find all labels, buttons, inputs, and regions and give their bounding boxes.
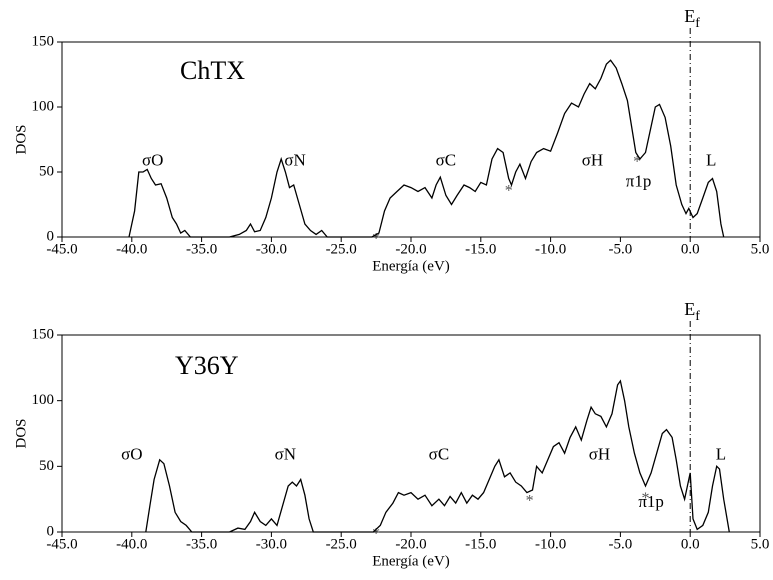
y-tick-label: 0 bbox=[47, 523, 55, 539]
peak-label: L bbox=[706, 151, 716, 170]
peak-label: σC bbox=[429, 445, 450, 464]
peak-label: σO bbox=[121, 445, 142, 464]
x-tick-label: -20.0 bbox=[395, 536, 426, 552]
peak-label: L bbox=[716, 445, 726, 464]
x-tick-label: -25.0 bbox=[326, 241, 357, 257]
x-tick-label: -35.0 bbox=[186, 241, 217, 257]
x-tick-label: -45.0 bbox=[46, 241, 77, 257]
peak-label: σN bbox=[284, 151, 305, 170]
x-tick-label: 0.0 bbox=[681, 241, 700, 257]
peak-label: σC bbox=[436, 151, 457, 170]
y-axis-label: DOS bbox=[13, 124, 29, 154]
x-tick-label: -10.0 bbox=[535, 536, 566, 552]
asterisk: * bbox=[505, 182, 513, 199]
x-tick-label: -10.0 bbox=[535, 241, 566, 257]
fermi-label-sub: f bbox=[695, 309, 700, 324]
x-tick-label: 0.0 bbox=[681, 536, 700, 552]
x-tick-label: 5.0 bbox=[751, 241, 770, 257]
x-tick-label: -40.0 bbox=[116, 241, 147, 257]
y-tick-label: 150 bbox=[32, 33, 55, 49]
x-tick-label: -25.0 bbox=[326, 536, 357, 552]
panel-title: ChTX bbox=[180, 56, 245, 85]
fermi-label: Ef bbox=[684, 299, 700, 324]
x-axis-label: Energía (eV) bbox=[372, 258, 450, 274]
y-tick-label: 150 bbox=[32, 326, 55, 342]
x-tick-label: -45.0 bbox=[46, 536, 77, 552]
y-tick-label: 100 bbox=[32, 98, 55, 114]
y-axis-label: DOS bbox=[13, 418, 29, 448]
x-tick-label: -30.0 bbox=[256, 241, 287, 257]
peak-label: σH bbox=[582, 151, 603, 170]
asterisk: * bbox=[633, 154, 641, 171]
peak-label: σO bbox=[142, 151, 163, 170]
peak-label: π1p bbox=[638, 492, 664, 511]
y-tick-label: 0 bbox=[47, 228, 55, 244]
asterisk: * bbox=[526, 493, 534, 510]
peak-label: σH bbox=[589, 445, 610, 464]
peak-label: π1p bbox=[626, 171, 652, 190]
x-axis-label: Energía (eV) bbox=[372, 553, 450, 569]
plot-frame bbox=[61, 41, 761, 238]
x-tick-label: 5.0 bbox=[751, 536, 770, 552]
x-tick-label: -40.0 bbox=[116, 536, 147, 552]
asterisk: * bbox=[372, 525, 380, 542]
y-tick-label: 50 bbox=[39, 163, 54, 179]
y-tick-label: 100 bbox=[32, 392, 55, 408]
y-tick-label: 50 bbox=[39, 458, 54, 474]
fermi-label-sub: f bbox=[695, 16, 700, 31]
x-tick-label: -5.0 bbox=[609, 536, 633, 552]
x-tick-label: -5.0 bbox=[609, 241, 633, 257]
panel-title: Y36Y bbox=[175, 351, 239, 380]
asterisk: * bbox=[642, 490, 650, 507]
fermi-label-main: E bbox=[684, 299, 695, 319]
x-tick-label: -15.0 bbox=[465, 536, 496, 552]
fermi-label: Ef bbox=[684, 6, 700, 31]
asterisk: * bbox=[372, 230, 380, 247]
x-tick-label: -35.0 bbox=[186, 536, 217, 552]
dos-line bbox=[145, 379, 730, 533]
fermi-label-main: E bbox=[684, 6, 695, 26]
dos-line bbox=[128, 59, 725, 238]
x-tick-label: -30.0 bbox=[256, 536, 287, 552]
x-tick-label: -20.0 bbox=[395, 241, 426, 257]
x-tick-label: -15.0 bbox=[465, 241, 496, 257]
peak-label: σN bbox=[275, 445, 296, 464]
